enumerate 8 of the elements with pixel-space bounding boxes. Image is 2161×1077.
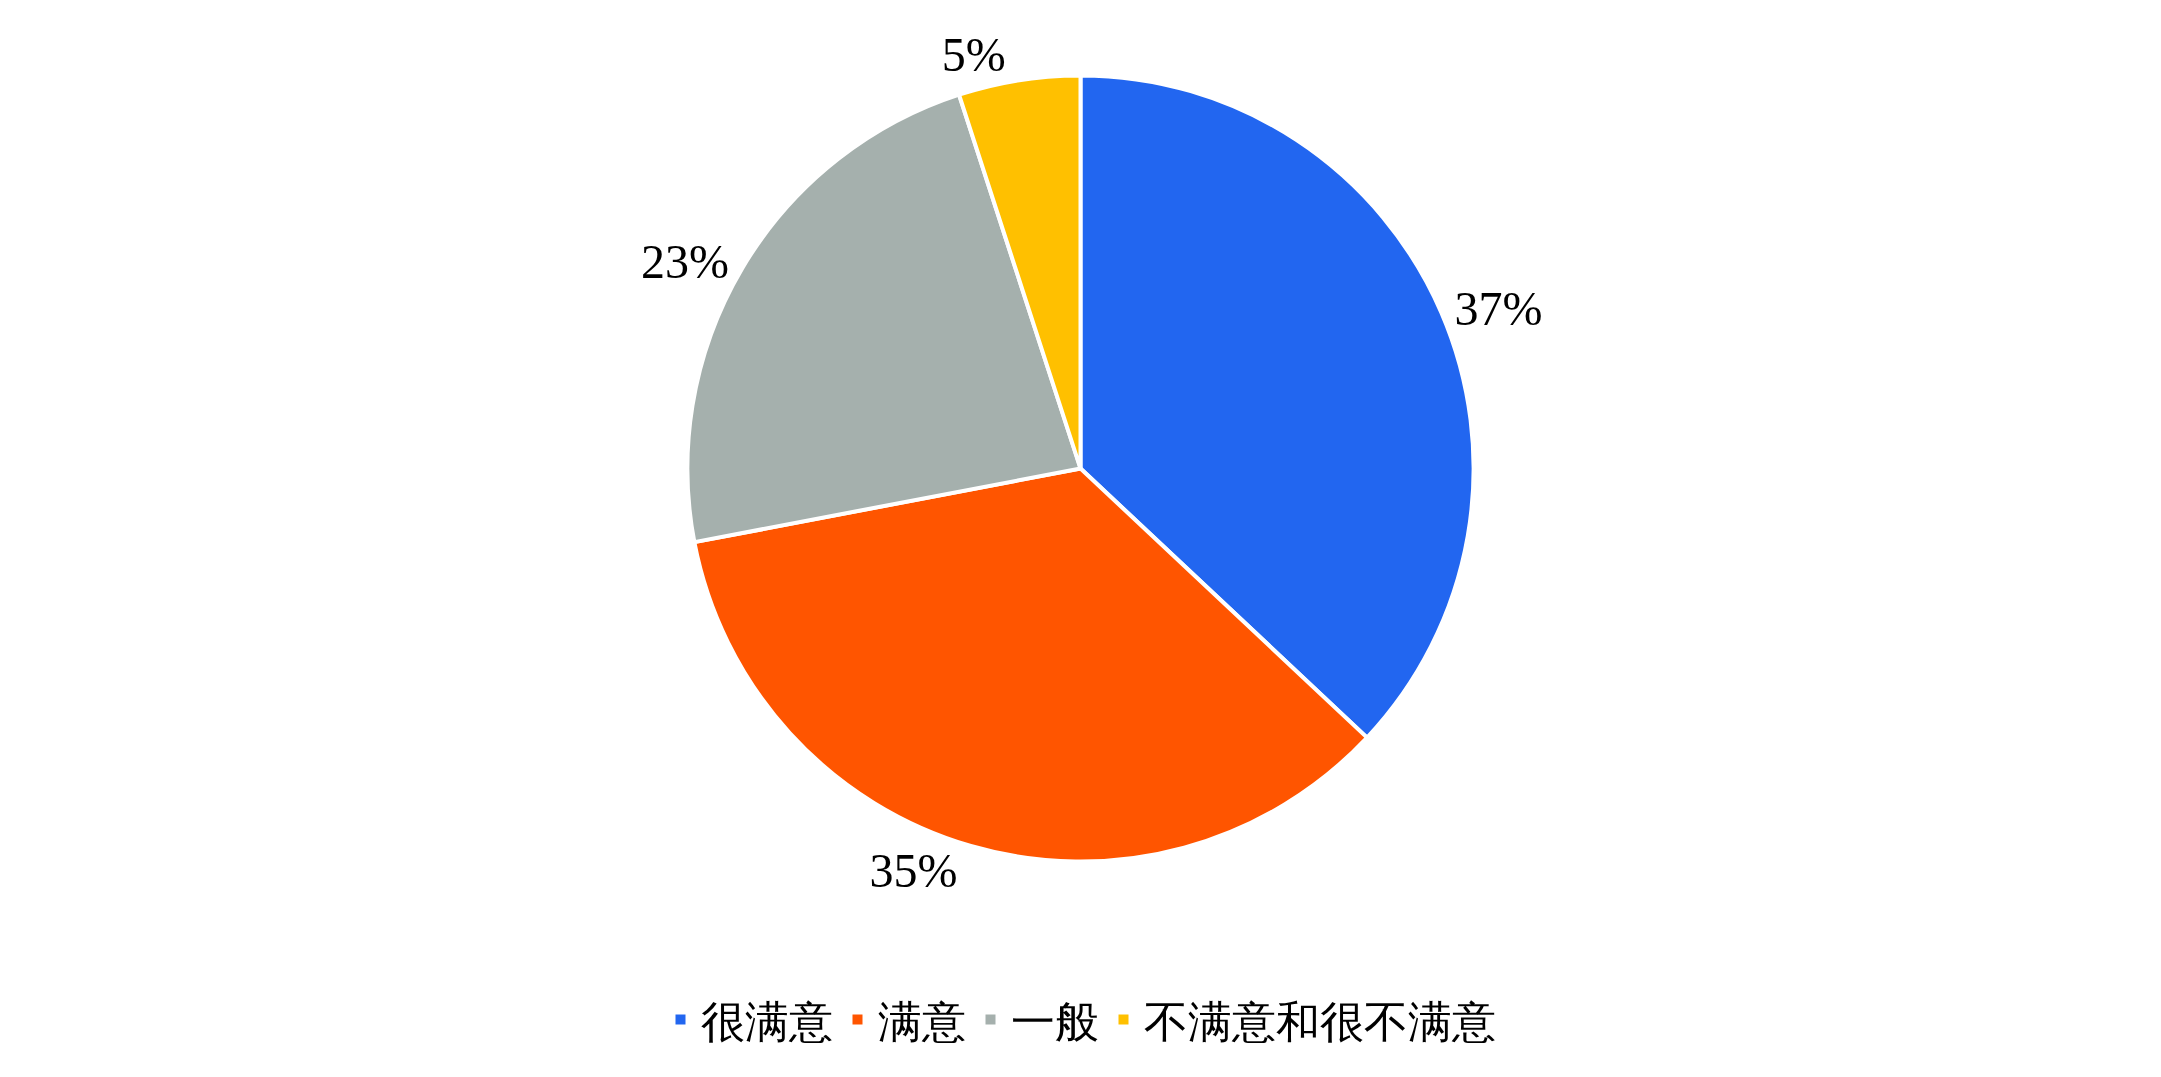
legend-label: 很满意 — [700, 995, 833, 1047]
legend-label: 不满意和很不满意 — [1143, 995, 1496, 1047]
legend-label: 满意 — [877, 995, 966, 1047]
data-label: 23% — [640, 235, 729, 289]
data-label: 35% — [869, 843, 958, 897]
data-label: 37% — [1454, 281, 1543, 335]
legend-label: 一般 — [1010, 995, 1099, 1047]
data-label: 5% — [941, 27, 1006, 81]
